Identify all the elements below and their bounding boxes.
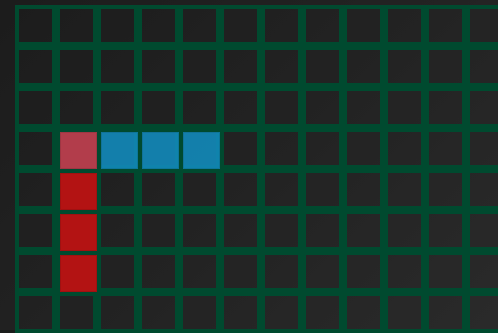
grid-cell	[302, 87, 343, 128]
grid-cell	[425, 210, 466, 251]
grid-cell	[384, 5, 425, 46]
red-piece-block	[60, 255, 97, 292]
grid-cell	[302, 46, 343, 87]
grid-cell	[343, 87, 384, 128]
grid-cell	[220, 46, 261, 87]
grid-cell	[261, 169, 302, 210]
grid-cell	[261, 5, 302, 46]
grid-cell	[56, 46, 97, 87]
grid-cell	[220, 251, 261, 292]
grid-cell	[15, 5, 56, 46]
grid-cell	[138, 210, 179, 251]
grid-cell	[261, 46, 302, 87]
grid-cell	[343, 5, 384, 46]
grid-cell	[343, 210, 384, 251]
grid-cell	[425, 169, 466, 210]
grid-cell	[97, 46, 138, 87]
grid-cell	[384, 169, 425, 210]
red-piece-block	[60, 173, 97, 210]
grid-cell	[466, 128, 498, 169]
grid-cell	[15, 128, 56, 169]
grid-cell	[97, 5, 138, 46]
grid-cell	[343, 169, 384, 210]
grid-cell	[384, 46, 425, 87]
grid-cell	[138, 87, 179, 128]
grid-cell	[466, 46, 498, 87]
grid-cell	[15, 251, 56, 292]
grid-cell	[220, 169, 261, 210]
grid-cell	[384, 87, 425, 128]
grid-cell	[302, 251, 343, 292]
grid-cell	[56, 5, 97, 46]
grid-cell	[425, 5, 466, 46]
blue-piece-block	[142, 132, 179, 169]
grid-cell	[261, 128, 302, 169]
grid-cell	[15, 46, 56, 87]
overlap-block	[60, 132, 97, 169]
grid-cell	[261, 210, 302, 251]
grid-cell	[179, 87, 220, 128]
grid-cell	[261, 87, 302, 128]
blue-piece-block	[101, 132, 138, 169]
grid-cell	[179, 251, 220, 292]
grid-cell	[138, 46, 179, 87]
grid-cell	[138, 251, 179, 292]
grid-cell	[97, 251, 138, 292]
grid-cell	[302, 169, 343, 210]
blue-piece-block	[183, 132, 220, 169]
grid-cell	[97, 210, 138, 251]
grid-cell	[302, 5, 343, 46]
grid-cell	[220, 87, 261, 128]
grid-cell	[466, 210, 498, 251]
grid-cell	[179, 169, 220, 210]
grid-cell	[138, 5, 179, 46]
red-piece-block	[60, 214, 97, 251]
grid-cell	[425, 128, 466, 169]
grid-cell	[179, 46, 220, 87]
grid-cell	[425, 87, 466, 128]
grid-cell	[466, 169, 498, 210]
grid-cell	[179, 210, 220, 251]
grid-cell	[466, 87, 498, 128]
grid-cell	[343, 46, 384, 87]
grid-cell	[466, 251, 498, 292]
grid-cell	[302, 210, 343, 251]
grid-cell	[15, 87, 56, 128]
grid-cell	[384, 210, 425, 251]
grid-cell	[384, 251, 425, 292]
grid-cell	[425, 46, 466, 87]
grid-cell	[15, 210, 56, 251]
grid-cell	[97, 169, 138, 210]
grid-cell	[97, 87, 138, 128]
grid-cell	[343, 251, 384, 292]
grid-cell	[15, 169, 56, 210]
grid-cell	[425, 251, 466, 292]
grid-cell	[179, 5, 220, 46]
grid-cell	[466, 5, 498, 46]
grid-cell	[138, 169, 179, 210]
grid-cell	[56, 87, 97, 128]
grid-cell	[343, 128, 384, 169]
grid-cell	[220, 210, 261, 251]
grid-cell	[220, 128, 261, 169]
grid-cell	[261, 251, 302, 292]
grid-cell	[384, 128, 425, 169]
grid-cell	[302, 128, 343, 169]
grid-cell	[220, 5, 261, 46]
